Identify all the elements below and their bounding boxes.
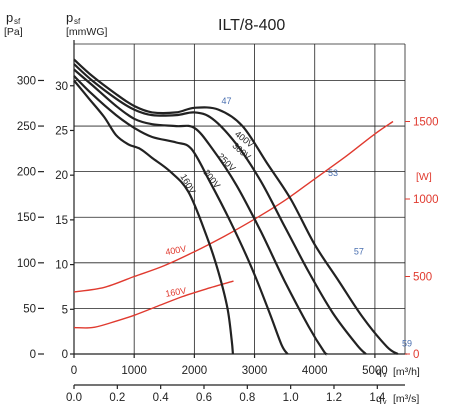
m3h-tick-label-5: 5000 [362, 365, 388, 377]
m3s-tick-label-2: 0.4 [153, 392, 170, 404]
mmwg-tick-label-4: 20 [55, 170, 68, 182]
m3h-axis-symbol: q [376, 366, 382, 378]
mmwg-tick-label-0: 0 [62, 349, 68, 361]
axes: 0501001502002503000510152025300500100015… [17, 40, 439, 404]
power-axis-unit: [W] [416, 171, 432, 183]
point-annotation-53: 53 [328, 168, 338, 178]
pressure-curve-400v [73, 58, 399, 355]
mmwg-tick-label-2: 10 [55, 260, 68, 272]
pressure-curve-300v [73, 63, 367, 355]
mmwg-tick-label-3: 15 [55, 215, 68, 227]
left-axis-pa-title: p sf [Pa] [4, 10, 23, 38]
pa-axis-subscript: sf [14, 17, 21, 26]
power-curve-label-160v: 160V [165, 285, 187, 299]
power-curve-160v [73, 280, 234, 329]
m3s-tick-label-5: 1.0 [283, 392, 299, 404]
pa-tick-label-6: 300 [17, 75, 36, 87]
m3s-tick-label-7: 1.4 [369, 392, 386, 404]
point-annotation-47: 47 [221, 96, 231, 106]
chart-title: ILT/8-400 [218, 17, 285, 34]
power-tick-label-2: 1000 [413, 194, 439, 206]
m3s-tick-label-0: 0.0 [66, 392, 82, 404]
pa-tick-label-3: 150 [17, 212, 36, 224]
grid [74, 43, 406, 354]
left-axis-mmwg-title: p sf [mmWG] [66, 10, 107, 38]
m3s-axis-unit: [m³/s] [393, 393, 419, 405]
m3s-axis-subscript: v [383, 399, 387, 406]
m3h-tick-label-4: 4000 [302, 365, 328, 377]
m3s-tick-label-6: 1.2 [326, 392, 342, 404]
pressure-curves [73, 58, 399, 356]
power-tick-label-1: 500 [413, 272, 432, 284]
mmwg-axis-unit: [mmWG] [66, 26, 107, 38]
point-annotation-59: 59 [402, 339, 412, 349]
power-tick-label-3: 1500 [413, 117, 439, 129]
power-curve-400v [73, 120, 394, 293]
m3h-axis-subscript: v [383, 372, 387, 379]
mmwg-tick-label-6: 30 [55, 81, 68, 93]
m3s-tick-label-1: 0.2 [109, 392, 125, 404]
pressure-curve-160v [73, 79, 234, 355]
mmwg-tick-label-1: 5 [62, 304, 68, 316]
m3h-tick-label-3: 3000 [242, 365, 268, 377]
point-annotation-57: 57 [354, 247, 364, 257]
pressure-curve-250v [73, 68, 328, 356]
pa-tick-label-4: 200 [17, 167, 36, 179]
pa-tick-label-2: 100 [17, 258, 36, 270]
m3h-tick-label-0: 0 [71, 365, 77, 377]
pa-tick-label-5: 250 [17, 121, 36, 133]
pa-tick-label-1: 50 [23, 303, 36, 315]
m3s-tick-label-4: 0.8 [239, 392, 255, 404]
mmwg-axis-subscript: sf [74, 17, 81, 26]
power-tick-label-0: 0 [413, 349, 419, 361]
pressure-curve-200v [73, 75, 289, 355]
power-curves [73, 120, 394, 329]
pressure-curve-label-200v: 200V [201, 168, 222, 191]
m3h-axis-unit: [m³/h] [393, 366, 420, 378]
x-axis-m3h-title: q v [m³/h] [376, 366, 420, 379]
m3h-tick-label-1: 1000 [121, 365, 147, 377]
mmwg-tick-label-5: 25 [55, 125, 68, 137]
pa-axis-unit: [Pa] [4, 26, 23, 38]
pa-tick-label-0: 0 [30, 349, 36, 361]
m3h-tick-label-2: 2000 [182, 365, 208, 377]
m3s-tick-label-3: 0.6 [196, 392, 212, 404]
m3s-axis-symbol: q [376, 393, 382, 405]
power-curve-label-400v: 400V [165, 244, 187, 258]
x-axis-m3s-title: q v [m³/s] [376, 393, 419, 406]
mmwg-axis-symbol: p [66, 10, 73, 25]
pa-axis-symbol: p [6, 10, 13, 25]
